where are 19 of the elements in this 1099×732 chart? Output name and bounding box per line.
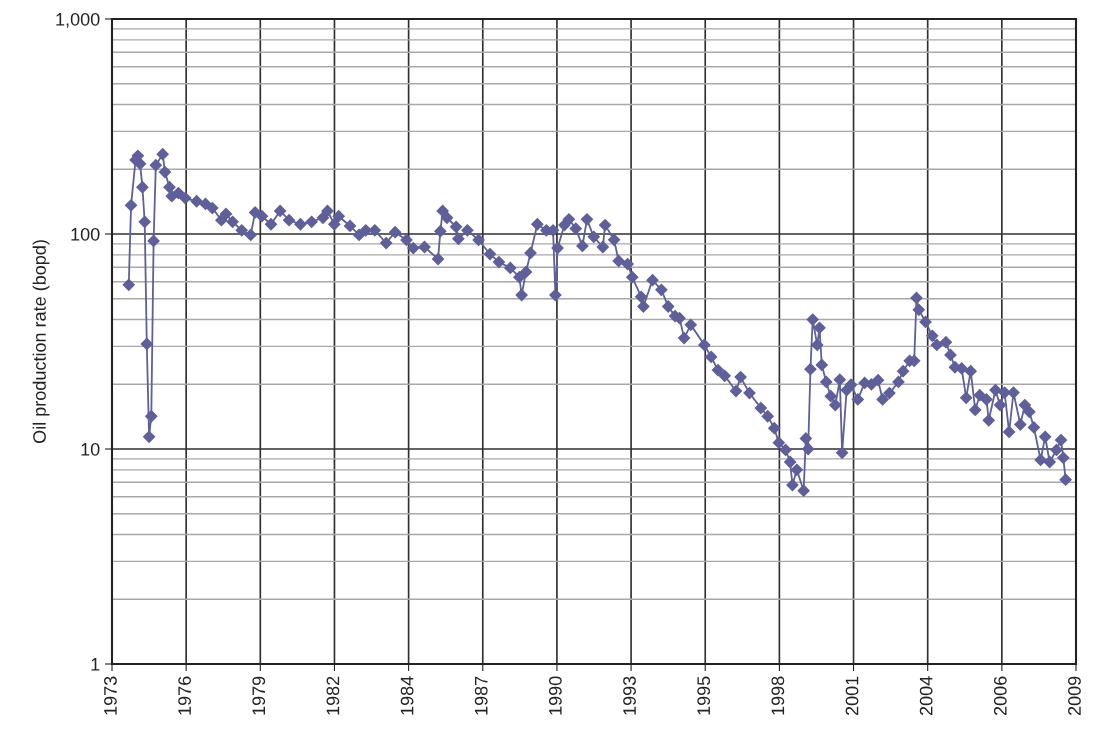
x-tick-label: 2006	[993, 676, 1007, 716]
y-tick-label: 1,000	[56, 12, 100, 28]
x-tick-label: 1973	[104, 676, 117, 715]
y-tick-label: 1	[91, 658, 100, 671]
x-tick-label: 1993	[623, 676, 636, 715]
x-tick-label: 1995	[697, 676, 711, 715]
x-tick-label: 1990	[548, 676, 562, 715]
x-tick-label: 2001	[845, 676, 859, 716]
x-tick-label: 1982	[326, 676, 340, 715]
y-tick-label: 100	[71, 227, 100, 241]
x-tick-label: 1976	[178, 676, 191, 715]
y-tick-label: 10	[81, 442, 100, 456]
x-tick-label: 1979	[252, 676, 266, 715]
x-tick-label: 2009	[1068, 676, 1081, 716]
x-tick-label: 1987	[474, 676, 488, 715]
x-tick-label: 2004	[919, 676, 933, 716]
x-tick-label: 1998	[771, 676, 785, 715]
y-axis-title: Oil production rate (bopd)	[32, 240, 50, 444]
x-tick-label: 1984	[400, 676, 414, 715]
